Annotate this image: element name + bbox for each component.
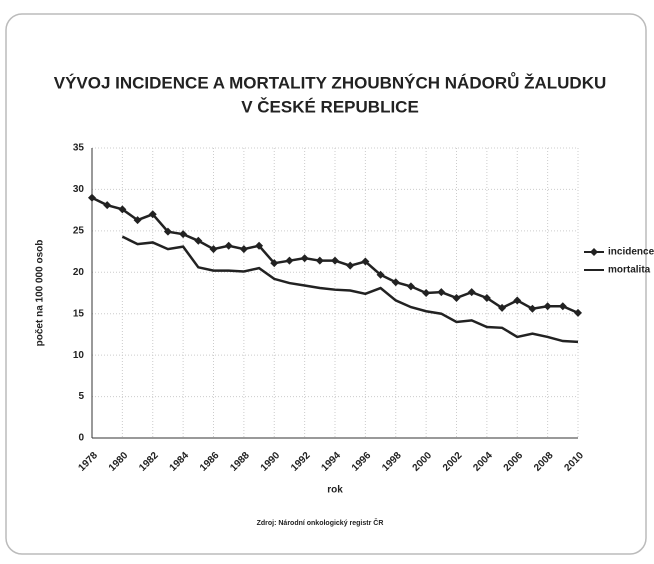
point: [118, 205, 127, 214]
y-axis-label: počet na 100 000 osob: [35, 240, 46, 347]
y-tick-label: 15: [73, 308, 85, 319]
legend-label: incidence: [608, 247, 654, 258]
y-tick-label: 25: [73, 225, 85, 236]
y-tick-label: 10: [73, 350, 85, 361]
point: [103, 201, 112, 210]
point: [209, 245, 218, 254]
point: [558, 302, 567, 311]
series-line: [121, 235, 579, 344]
point: [498, 303, 507, 312]
point: [224, 241, 233, 250]
source: Zdroj: Národní onkologický registr ČR: [257, 518, 384, 527]
y-tick-label: 5: [78, 391, 84, 402]
legend-marker: [590, 248, 598, 256]
point: [300, 254, 309, 263]
point: [528, 304, 537, 313]
point: [285, 256, 294, 265]
y-tick-label: 30: [73, 184, 85, 195]
point: [163, 227, 172, 236]
y-tick-label: 0: [78, 433, 84, 444]
point: [361, 257, 370, 266]
y-tick-label: 20: [73, 267, 85, 278]
point: [513, 296, 522, 305]
point: [88, 193, 96, 202]
frame: [5, 13, 647, 555]
point: [148, 210, 157, 219]
point: [346, 261, 355, 270]
point: [315, 256, 324, 265]
chart-title: VÝVOJ INCIDENCE A MORTALITY ZHOUBNÝCH NÁ…: [54, 72, 607, 92]
point: [376, 270, 385, 279]
point: [437, 288, 446, 297]
point: [406, 282, 415, 291]
chart-title: V ČESKÉ REPUBLICE: [241, 97, 419, 116]
point: [331, 256, 339, 265]
point: [179, 230, 188, 239]
point: [543, 302, 552, 311]
x-axis-label: rok: [327, 485, 343, 496]
point: [574, 308, 582, 317]
point: [133, 216, 142, 225]
point: [194, 236, 203, 245]
point: [482, 293, 491, 302]
legend-label: mortalita: [608, 265, 651, 276]
point: [255, 241, 264, 250]
y-tick-label: 35: [73, 143, 85, 154]
point: [270, 259, 279, 268]
point: [452, 293, 461, 302]
point: [467, 288, 476, 297]
point: [239, 245, 248, 254]
point: [391, 278, 400, 287]
point: [422, 289, 431, 297]
